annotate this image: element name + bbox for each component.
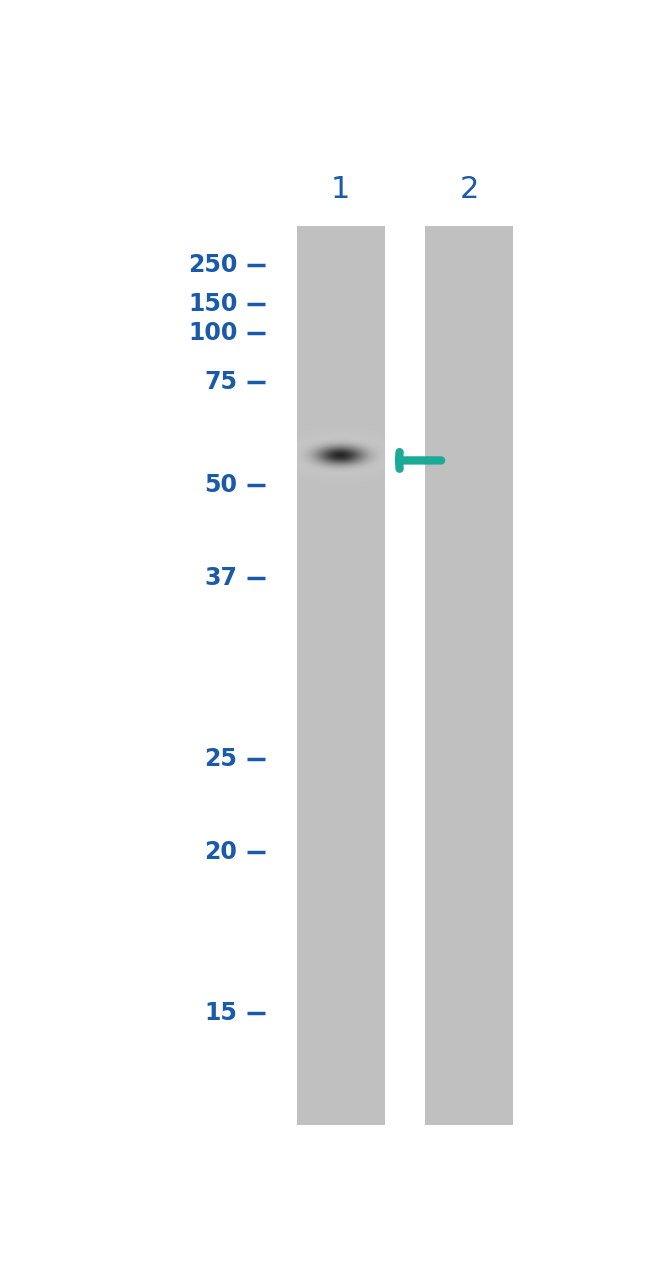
Text: 20: 20 bbox=[205, 839, 237, 864]
Bar bbox=[425, 226, 514, 1125]
Text: 37: 37 bbox=[204, 566, 237, 589]
Text: 25: 25 bbox=[205, 747, 237, 771]
Text: 75: 75 bbox=[204, 371, 237, 394]
Text: 150: 150 bbox=[188, 292, 237, 316]
Text: 1: 1 bbox=[331, 175, 350, 204]
Text: 50: 50 bbox=[204, 472, 237, 497]
Text: 100: 100 bbox=[188, 321, 237, 345]
Text: 2: 2 bbox=[460, 175, 479, 204]
Text: 15: 15 bbox=[205, 1001, 237, 1025]
Text: 250: 250 bbox=[188, 253, 237, 277]
Bar bbox=[296, 226, 385, 1125]
